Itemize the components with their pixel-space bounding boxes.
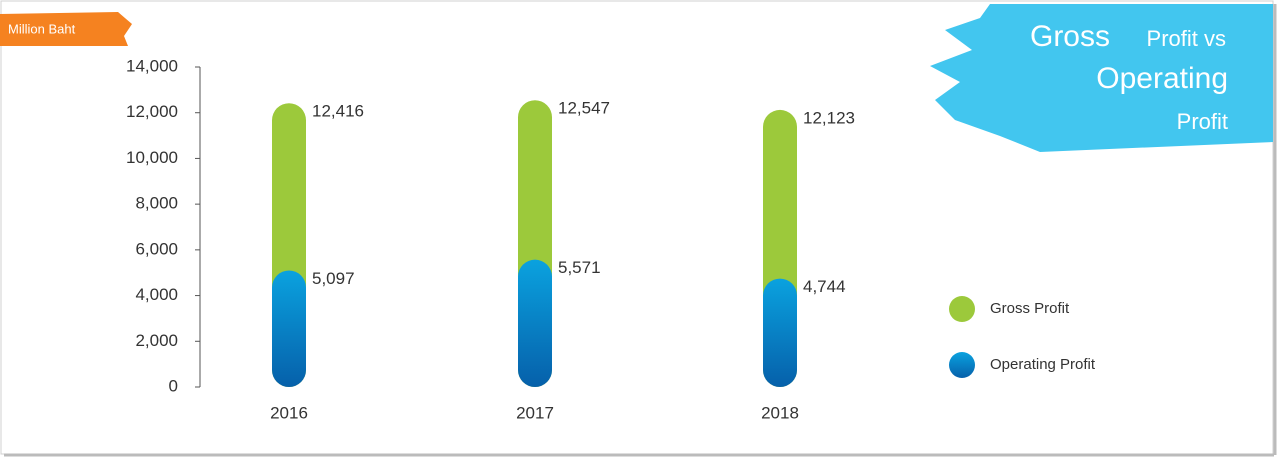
- x-tick-label: 2016: [270, 403, 308, 422]
- value-label: 12,416: [312, 102, 364, 121]
- y-tick-label: 2,000: [135, 331, 178, 350]
- chart-title: Operating: [1096, 62, 1228, 95]
- unit-tag: [0, 12, 132, 46]
- y-tick-label: 6,000: [135, 239, 178, 258]
- y-tick-label: 0: [169, 376, 178, 395]
- y-tick-label: 4,000: [135, 285, 178, 304]
- legend-swatch: [949, 296, 975, 322]
- value-label: 5,571: [558, 258, 601, 277]
- y-tick-label: 14,000: [126, 56, 178, 75]
- value-label: 4,744: [803, 277, 846, 296]
- title-banner: [930, 4, 1273, 152]
- chart-title: Gross: [1030, 20, 1110, 53]
- value-label: 12,547: [558, 99, 610, 118]
- legend-swatch: [949, 352, 975, 378]
- bar: [518, 259, 552, 387]
- value-label: 5,097: [312, 269, 355, 288]
- chart-title: Profit: [1177, 109, 1228, 134]
- legend-label: Gross Profit: [990, 300, 1070, 317]
- value-label: 12,123: [803, 108, 855, 127]
- unit-label: Million Baht: [8, 21, 76, 36]
- x-tick-label: 2018: [761, 403, 799, 422]
- y-tick-label: 12,000: [126, 102, 178, 121]
- bar: [763, 278, 797, 387]
- y-tick-label: 10,000: [126, 148, 178, 167]
- chart-title: Profit vs: [1147, 26, 1226, 51]
- x-tick-label: 2017: [516, 403, 554, 422]
- bar: [272, 270, 306, 387]
- y-tick-label: 8,000: [135, 194, 178, 213]
- legend-label: Operating Profit: [990, 356, 1096, 373]
